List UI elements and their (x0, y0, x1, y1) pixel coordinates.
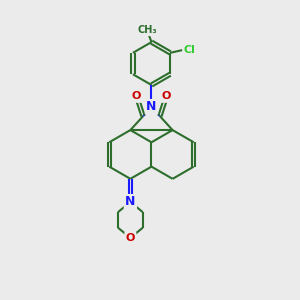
Text: CH₃: CH₃ (137, 25, 157, 35)
Text: Cl: Cl (184, 45, 195, 55)
Text: O: O (162, 92, 171, 101)
Text: O: O (132, 92, 141, 101)
Text: N: N (125, 196, 136, 208)
Text: O: O (126, 233, 135, 243)
Text: N: N (146, 100, 157, 113)
